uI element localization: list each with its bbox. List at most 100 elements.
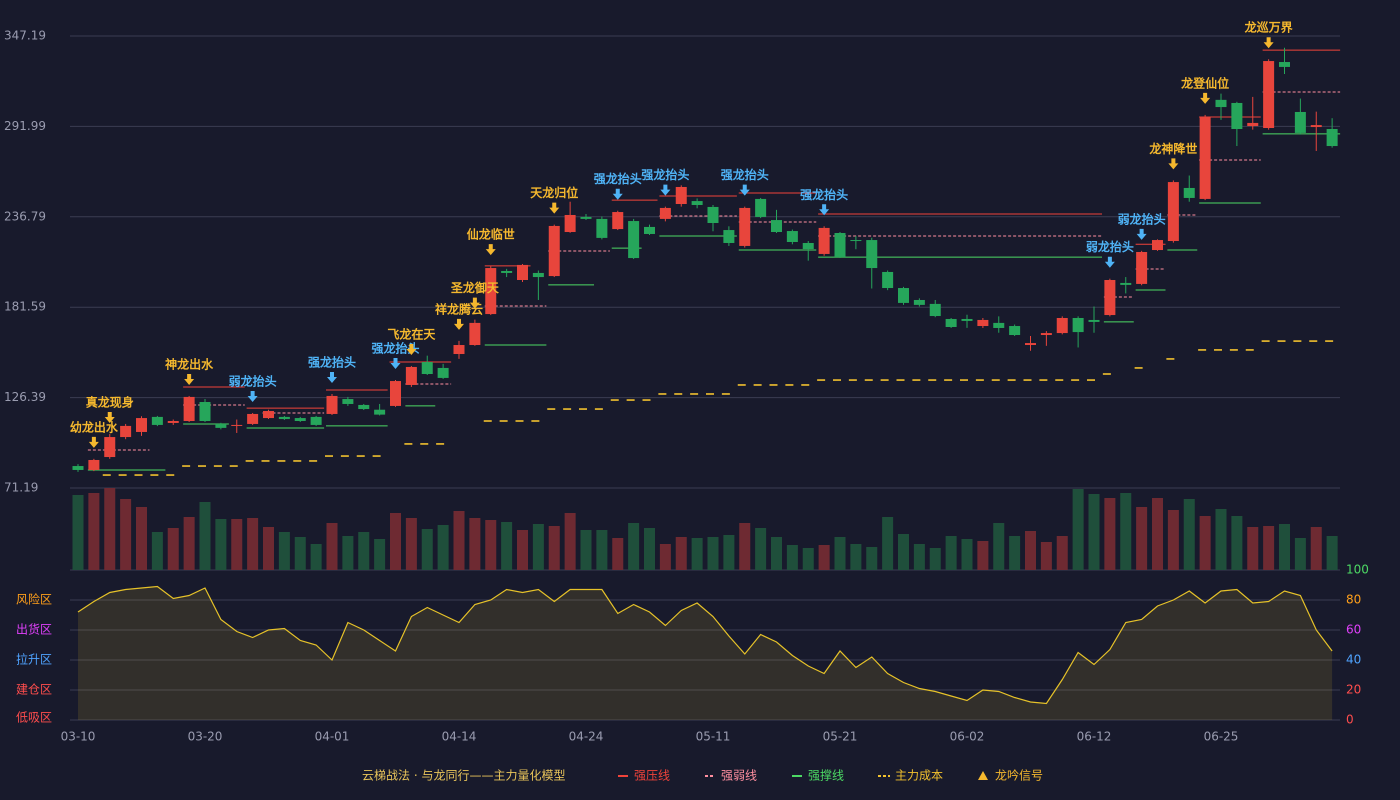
candle-body xyxy=(548,225,560,277)
volume-bar xyxy=(580,530,592,570)
signal-arrow xyxy=(1263,37,1274,49)
signal-label: 仙龙临世 xyxy=(467,227,515,242)
candle-body xyxy=(1072,317,1084,333)
candle-body xyxy=(961,318,973,321)
candle-body xyxy=(866,240,878,269)
volume-bar xyxy=(263,527,274,570)
signal-label: 飞龙在天 xyxy=(387,326,436,341)
legend-label: 强压线 xyxy=(634,769,670,783)
signal-label: 强龙抬头 xyxy=(641,167,689,182)
volume-bar xyxy=(818,545,830,570)
candle-body xyxy=(945,318,957,327)
candle-body xyxy=(1136,251,1148,284)
volume-bar xyxy=(596,530,608,570)
signal-label: 弱龙抬头 xyxy=(229,373,277,388)
volume-bar xyxy=(199,502,211,570)
signal-label: 弱龙抬头 xyxy=(1118,211,1166,226)
candle-body xyxy=(501,270,513,273)
signal-arrow xyxy=(469,297,480,309)
volume-bar xyxy=(88,493,100,570)
candle-body xyxy=(294,418,306,422)
candle-body xyxy=(1009,326,1021,336)
candle-body xyxy=(771,220,782,233)
volume-bar xyxy=(326,523,338,570)
volume-bar xyxy=(866,547,878,570)
signal-arrow xyxy=(104,411,115,423)
candle-body xyxy=(167,421,179,423)
candle-body xyxy=(612,212,624,230)
candle-body xyxy=(1040,333,1052,336)
x-tick-label: 03-20 xyxy=(188,730,223,744)
candle-body xyxy=(850,240,862,242)
volume-bar xyxy=(374,539,386,570)
volume-bar xyxy=(628,523,640,570)
volume-bar xyxy=(469,518,481,570)
candle-body xyxy=(644,226,655,234)
candle-body xyxy=(818,227,830,254)
y-tick-label: 291.99 xyxy=(4,119,46,133)
candle-body xyxy=(136,418,147,432)
signal-arrow xyxy=(1168,158,1179,170)
candle-body xyxy=(485,268,497,315)
candle-body xyxy=(231,424,243,426)
candle-body xyxy=(1025,343,1036,346)
volume-bar xyxy=(215,519,227,570)
y2-tick-label: 80 xyxy=(1346,593,1361,607)
signal-arrow xyxy=(549,202,560,214)
signal-arrow xyxy=(660,184,671,196)
candle-body xyxy=(278,416,290,420)
candle-body xyxy=(1326,129,1338,147)
volume-bar xyxy=(612,538,624,570)
candle-body xyxy=(1199,117,1211,199)
volume-bar xyxy=(961,539,973,570)
candle-body xyxy=(564,214,576,233)
volume-bar xyxy=(453,511,465,570)
zone-label: 低吸区 xyxy=(16,711,52,725)
signal-arrow xyxy=(1136,228,1147,240)
candle-body xyxy=(247,413,259,424)
candle-body xyxy=(437,367,449,378)
signal-label: 龙神降世 xyxy=(1149,141,1197,156)
candle-body xyxy=(993,322,1005,328)
signal-label: 强龙抬头 xyxy=(721,167,769,182)
volume-bar xyxy=(564,513,576,570)
candle-body xyxy=(263,411,274,419)
y-tick-label: 126.39 xyxy=(4,390,46,404)
volume-bar xyxy=(1025,531,1036,570)
candle-body xyxy=(707,206,719,224)
candle-body xyxy=(1279,62,1290,67)
volume-bar xyxy=(183,517,195,570)
volume-bar xyxy=(1120,493,1132,570)
candle-body xyxy=(88,459,100,470)
y2-tick-label: 60 xyxy=(1346,623,1361,637)
signal-arrow xyxy=(247,390,258,402)
volume-bar xyxy=(1056,536,1068,570)
signal-label: 祥龙腾云 xyxy=(435,301,483,316)
volume-bar xyxy=(691,538,703,570)
candle-body xyxy=(675,186,687,205)
signal-label: 强龙抬头 xyxy=(594,171,642,186)
volume-bar xyxy=(945,536,957,570)
volume-bar xyxy=(786,545,798,570)
volume-bar xyxy=(1152,498,1163,570)
candle-body xyxy=(913,299,925,305)
candle-body xyxy=(596,218,608,238)
candle-body xyxy=(691,201,703,205)
candle-body xyxy=(390,381,401,406)
volume-bar xyxy=(421,529,433,570)
candle-body xyxy=(1056,317,1068,334)
volume-bar xyxy=(278,532,290,570)
candle-body xyxy=(421,362,433,375)
candle-body xyxy=(1310,125,1322,128)
y2-tick-label: 40 xyxy=(1346,653,1361,667)
candle-body xyxy=(1294,111,1306,133)
candle-body xyxy=(580,216,592,219)
volume-bar xyxy=(898,534,909,570)
volume-bar xyxy=(390,513,401,570)
signal-label: 龙登仙位 xyxy=(1181,75,1229,90)
volume-bar xyxy=(1136,507,1148,570)
volume-bar xyxy=(517,530,528,570)
candle-body xyxy=(898,288,909,303)
candle-body xyxy=(532,272,544,278)
